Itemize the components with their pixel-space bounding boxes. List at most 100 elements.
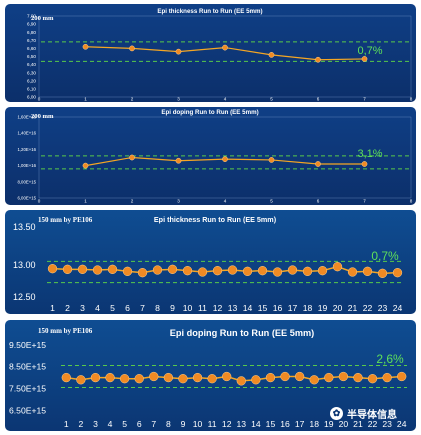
x-tick-label: 3 (177, 199, 180, 204)
data-point (309, 375, 319, 385)
data-point (122, 266, 133, 276)
data-point (265, 372, 276, 383)
data-point (332, 262, 343, 272)
x-tick-label: 11 (198, 303, 207, 313)
x-tick-label: 19 (324, 419, 334, 429)
data-point (90, 372, 101, 383)
y-tick-label: 6,10 (27, 87, 36, 92)
x-tick-label: 17 (295, 419, 305, 429)
data-point (347, 267, 358, 277)
data-point (47, 264, 58, 274)
x-tick-label: 7 (363, 97, 366, 102)
x-tick-label: 18 (309, 419, 319, 429)
x-tick-label: 14 (243, 303, 253, 313)
watermark: ✿ 半导体信息 (330, 406, 397, 421)
series-line (66, 375, 402, 382)
data-point (222, 156, 228, 162)
x-tick-label: 8 (410, 199, 413, 204)
x-tick-label: 4 (224, 199, 227, 204)
series-line (52, 265, 398, 275)
data-point (107, 264, 118, 274)
data-point (222, 371, 232, 382)
x-tick-label: 24 (393, 303, 403, 313)
data-point (367, 374, 378, 384)
data-point (134, 374, 144, 384)
y-tick-label: 6,50 (27, 54, 36, 59)
y-tick-label: 8.50E+15 (9, 362, 46, 372)
data-point (227, 265, 238, 275)
chart-200mm-thickness: 7,00 6,90 6,80 6,70 6,60 6,50 6,40 6,30 6,20 6,10… (27, 8, 413, 102)
y-tick-label: 1,40E+16 (17, 131, 36, 136)
y-tick-label: 9.50E+15 (9, 340, 46, 350)
x-tick-label: 11 (208, 419, 217, 429)
y-tick-label: 13.00 (13, 260, 36, 270)
data-point (317, 266, 328, 276)
y-tick-label: 6,70 (27, 38, 36, 43)
x-tick-label: 1 (50, 303, 55, 313)
x-tick-label: 4 (224, 97, 227, 102)
data-point (294, 371, 305, 382)
x-tick-label: 7 (140, 303, 145, 313)
data-point (175, 48, 182, 55)
plot-frame (38, 15, 412, 98)
x-tick-label: 9 (170, 303, 175, 313)
data-point (362, 266, 373, 276)
x-tick-label: 0 (38, 97, 41, 102)
x-tick-label: 17 (288, 303, 298, 313)
data-point (268, 52, 275, 58)
x-tick-label: 22 (368, 419, 378, 429)
x-tick-label: 8 (155, 303, 160, 313)
x-tick-label: 3 (80, 303, 85, 313)
x-tick-label: 3 (177, 97, 180, 102)
data-point (251, 375, 261, 385)
y-tick-label: 1,20E+16 (17, 147, 36, 152)
y-tick-label: 13.50 (13, 222, 36, 232)
wafer-size-label: 200 mm (31, 15, 54, 22)
data-point (82, 43, 89, 50)
x-tick-label: 9 (181, 419, 186, 429)
x-tick-label: 2 (131, 97, 134, 102)
chart-title: Epi doping Run to Run (EE 5mm) (161, 109, 258, 116)
data-point (207, 374, 217, 384)
y-tick-label: 6,80 (27, 30, 36, 35)
x-tick-label: 10 (183, 303, 193, 313)
x-tick-label: 5 (122, 419, 127, 429)
data-point (361, 161, 368, 167)
chart-title: Epi doping Run to Run (EE 5mm) (170, 328, 314, 338)
data-point (222, 44, 228, 51)
data-point (163, 372, 174, 383)
data-point (77, 264, 88, 274)
data-point (61, 372, 71, 383)
data-point (268, 157, 275, 163)
x-tick-label: 1 (64, 419, 69, 429)
x-tick-label: 14 (251, 419, 261, 429)
uniformity-annotation: 2,6% (376, 352, 404, 366)
chart-panel-200mm-thickness: 7,00 6,90 6,80 6,70 6,60 6,50 6,40 6,30 6,20 6,10… (5, 4, 416, 102)
y-tick-label: 6,20 (27, 78, 36, 83)
x-tick-label: 2 (65, 303, 70, 313)
x-tick-label: 1 (84, 97, 87, 102)
data-point (62, 264, 73, 274)
x-tick-label: 13 (228, 303, 238, 313)
y-tick-label: 6,00E+15 (17, 196, 36, 201)
y-tick-label: 6,60 (27, 46, 36, 51)
x-tick-label: 16 (280, 419, 290, 429)
y-tick-label: 6,40 (27, 62, 36, 67)
x-tick-label: 3 (93, 419, 98, 429)
data-point (192, 372, 203, 383)
x-tick-label: 15 (258, 303, 268, 313)
x-tick-label: 6 (317, 199, 320, 204)
data-point (105, 372, 115, 383)
x-tick-label: 20 (339, 419, 349, 429)
data-point (397, 371, 407, 382)
x-tick-label: 16 (273, 303, 283, 313)
x-tick-label: 23 (378, 303, 388, 313)
y-tick-label: 12.50 (13, 292, 36, 302)
chart-panel-150mm-doping: 9.50E+15 8.50E+15 7.50E+15 6.50E+15 1 2 3 4 5 6 7 8… (5, 320, 416, 431)
x-tick-label: 23 (382, 419, 392, 429)
x-tick-label: 2 (131, 199, 134, 204)
data-point (353, 372, 363, 383)
x-tick-label: 6 (137, 419, 142, 429)
x-tick-label: 21 (353, 419, 363, 429)
